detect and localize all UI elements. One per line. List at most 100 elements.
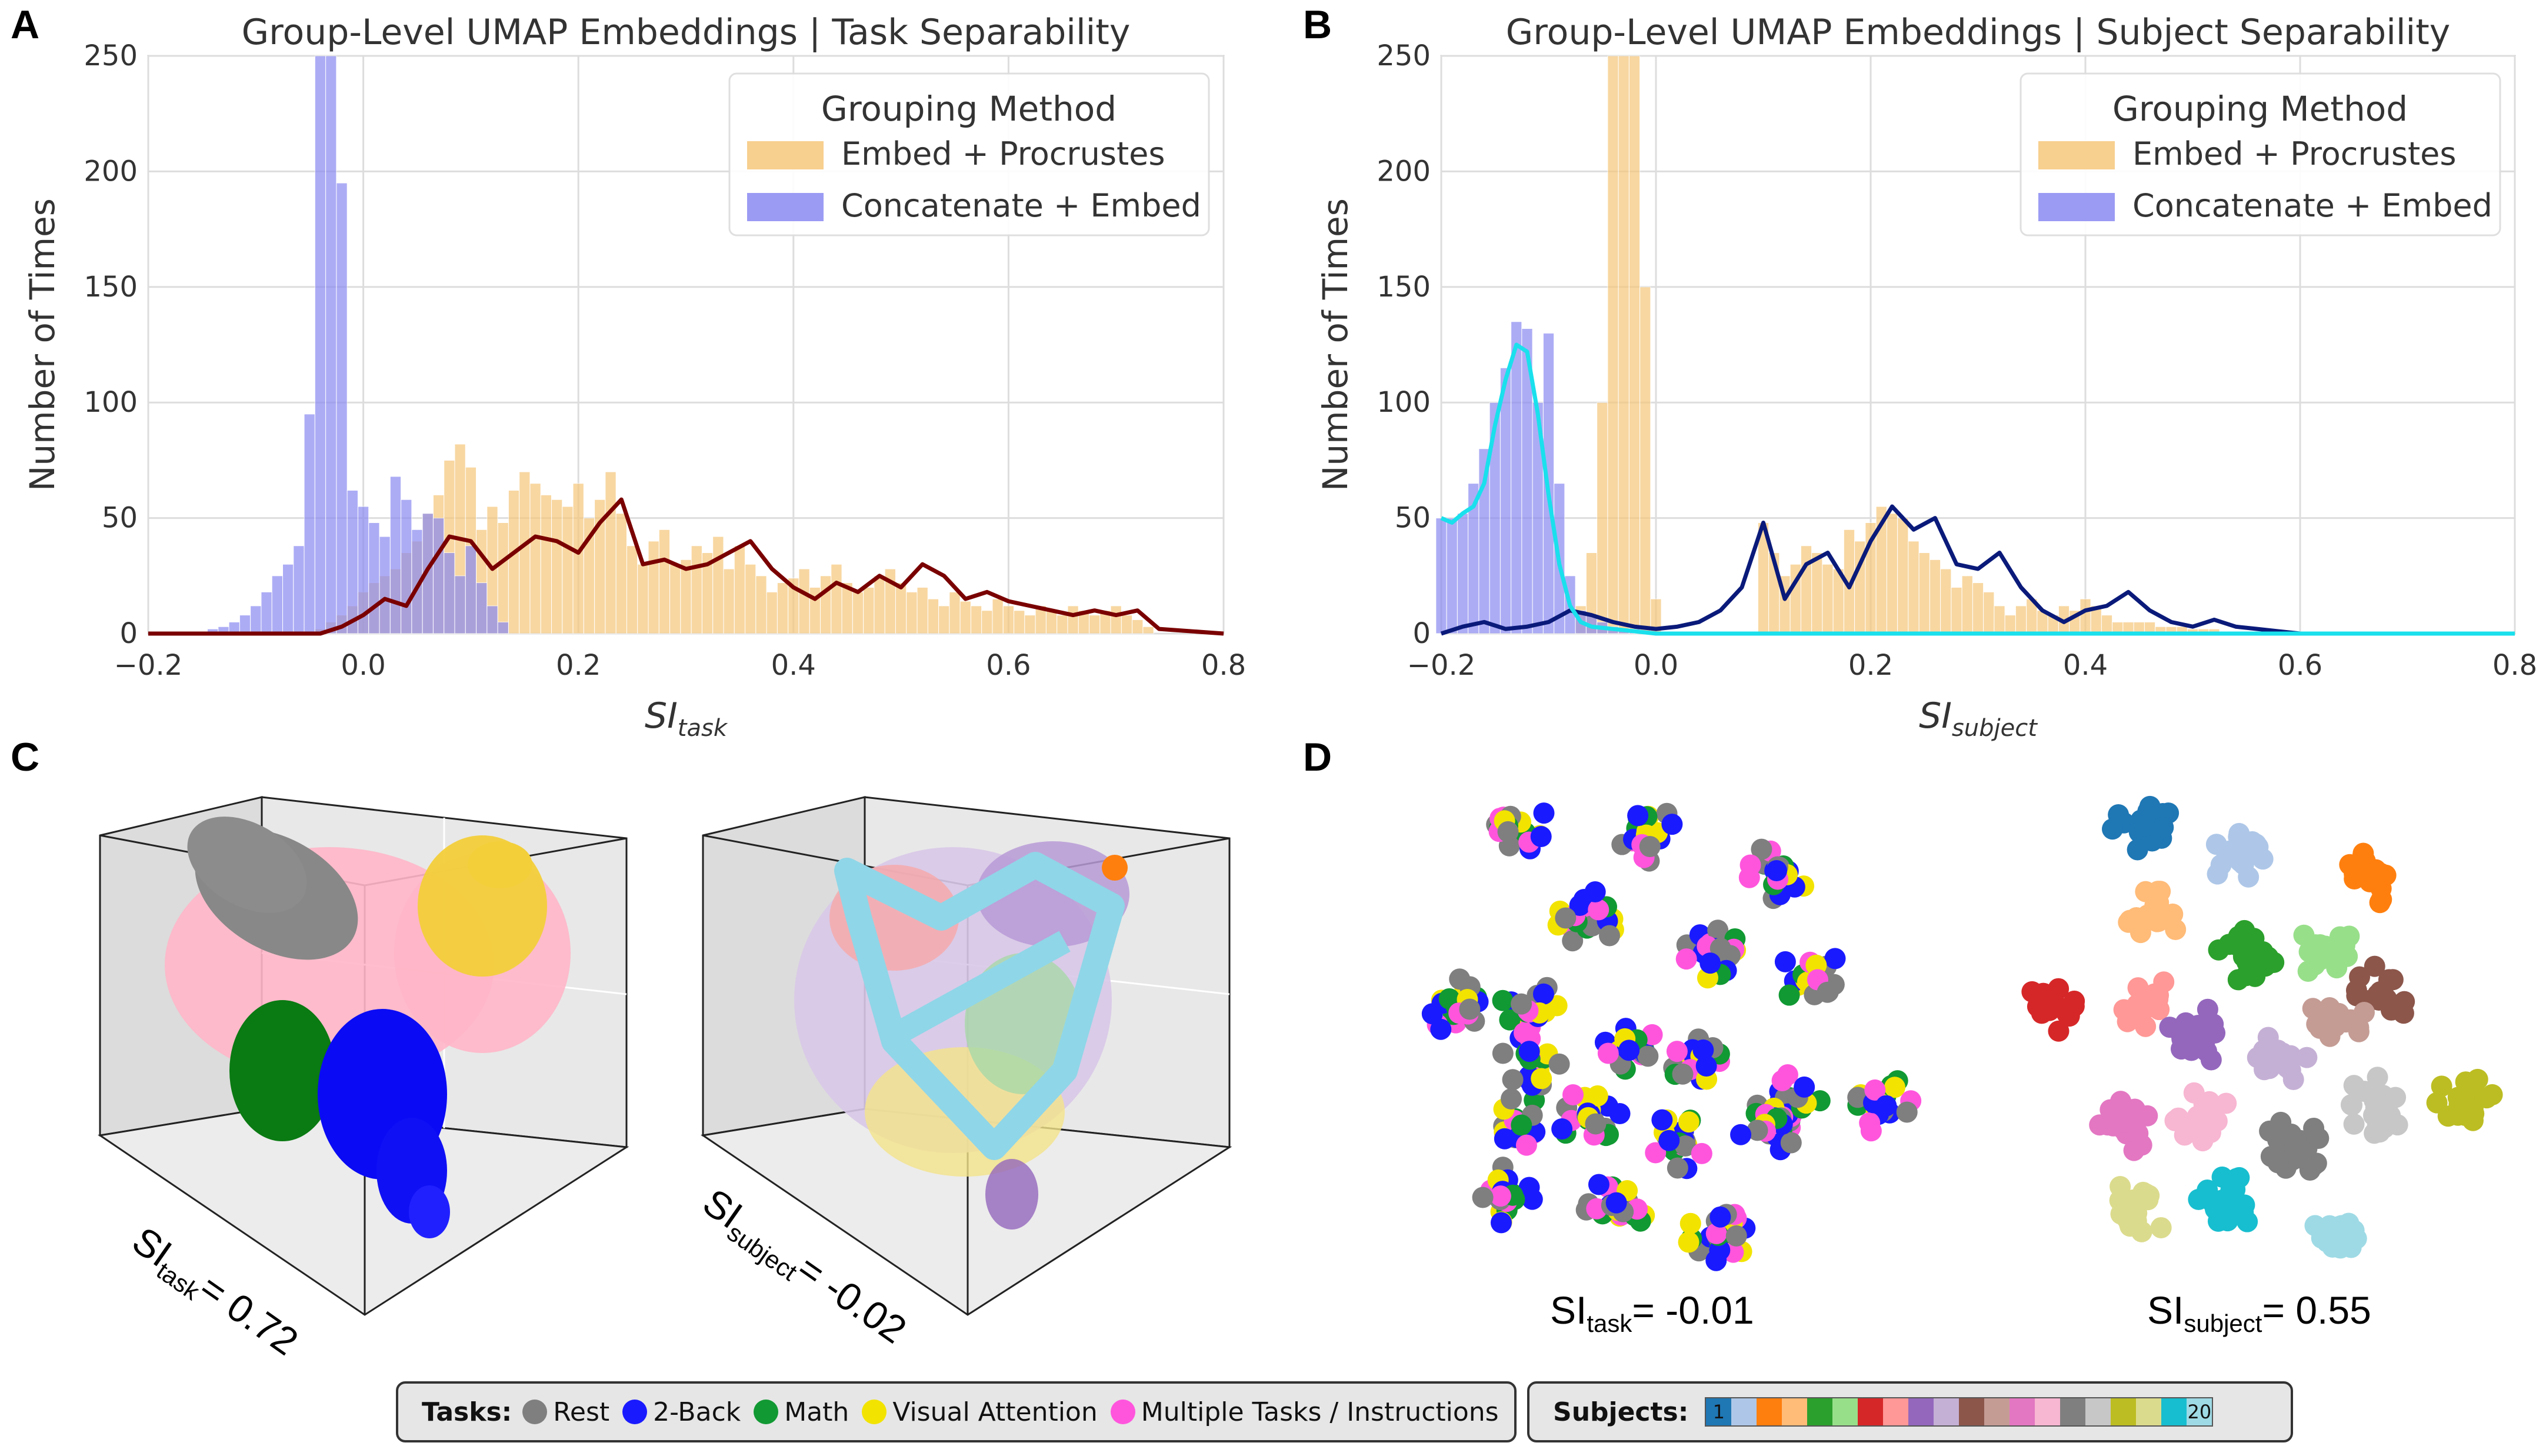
mixed-cluster — [1611, 802, 1683, 872]
cluster-point — [2148, 902, 2170, 924]
legend-item-visual-attention: Visual Attention — [862, 1397, 1098, 1427]
histogram-bar — [476, 582, 488, 634]
histogram-bar — [239, 615, 251, 634]
cluster-point — [1675, 948, 1697, 970]
mixed-cluster — [1492, 977, 1568, 1049]
cluster-point — [2302, 998, 2324, 1019]
cluster-point — [1725, 1225, 1747, 1247]
histogram-bar — [1132, 619, 1144, 634]
cluster-point — [1774, 951, 1796, 972]
cluster-point — [2135, 1015, 2157, 1037]
histogram-bar — [658, 529, 671, 634]
y-tick-label: 100 — [1377, 386, 1431, 419]
cluster-point — [1751, 838, 1772, 860]
cluster-point — [2205, 834, 2227, 855]
subject-swatch — [1832, 1398, 1858, 1425]
subject-swatch — [2136, 1398, 2162, 1425]
cluster-point — [2127, 839, 2148, 861]
histogram-bar — [1886, 513, 1898, 634]
kde-line — [1440, 342, 2515, 636]
cube-task — [98, 796, 629, 1316]
cluster-point — [1555, 907, 1577, 929]
cube-subject — [701, 796, 1232, 1316]
cluster-point — [1531, 1068, 1552, 1089]
histogram-bar — [1057, 615, 1068, 634]
cluster-point — [2056, 1003, 2078, 1025]
panel-letter-d: D — [1303, 735, 1332, 779]
histogram-bar — [1457, 513, 1469, 634]
mixed-cluster — [1493, 1088, 1546, 1156]
cluster-point — [1497, 821, 1519, 842]
mixed-cluster — [1551, 1084, 1631, 1147]
cluster-point — [2364, 955, 2385, 977]
histogram-bar — [766, 591, 778, 634]
histogram-bar — [325, 55, 337, 634]
histogram-bar — [723, 568, 735, 634]
subject-swatch — [2085, 1398, 2111, 1425]
subject-swatch: 20 — [2187, 1398, 2212, 1425]
cluster-point — [1672, 1063, 1694, 1085]
cluster-point — [2150, 1217, 2172, 1238]
mixed-cluster — [1738, 838, 1815, 909]
histogram-bar — [895, 582, 907, 634]
cluster-point — [1766, 860, 1788, 882]
x-tick-label: −0.2 — [1407, 649, 1476, 682]
cluster-point — [1430, 1018, 1452, 1040]
legend-box — [728, 72, 1210, 236]
cluster-point — [2369, 1121, 2391, 1143]
cluster-point — [1511, 993, 1532, 1015]
cluster-point — [1472, 1187, 1494, 1208]
histogram-bar — [1639, 286, 1651, 634]
x-tick-label: 0.2 — [1848, 649, 1893, 682]
x-tick-label: 0.4 — [771, 649, 816, 682]
cluster-point — [1518, 1041, 1540, 1062]
subject-clusters — [2021, 795, 2503, 1259]
histogram-bar — [1918, 552, 1930, 634]
cluster-point — [2344, 868, 2365, 889]
cluster-point — [1695, 1055, 1717, 1077]
legend-title: Grouping Method — [821, 89, 1117, 129]
cluster-point — [1492, 989, 1514, 1011]
y-tick-label: 50 — [102, 502, 138, 535]
panel-letter-a: A — [11, 2, 39, 47]
x-tick-label: −0.2 — [114, 649, 183, 682]
cluster-point — [2367, 1098, 2389, 1120]
histogram-bar — [1618, 55, 1629, 634]
subject-cluster — [2164, 1082, 2237, 1152]
histogram-bar — [820, 575, 832, 634]
histogram-bar — [2004, 615, 2016, 634]
legend-dot — [622, 1400, 648, 1424]
histogram-bar — [712, 536, 724, 634]
legend-label: Concatenate + Embed — [841, 187, 1201, 224]
subject-cluster — [2021, 978, 2085, 1042]
subject-swatch — [1782, 1398, 1808, 1425]
cluster-point — [1489, 1185, 1511, 1207]
subject-swatch — [1858, 1398, 1884, 1425]
x-tick-label: 0.0 — [1634, 649, 1678, 682]
subject-cluster — [2118, 881, 2187, 944]
cluster-point — [1637, 1045, 1659, 1067]
cluster-point — [2238, 866, 2260, 888]
cluster-point — [1562, 1084, 1584, 1105]
cluster-point — [1651, 1109, 1673, 1131]
cluster-point — [1661, 814, 1683, 835]
cluster-point — [1562, 930, 1584, 952]
cluster-point — [1824, 948, 1846, 969]
histogram-bar — [271, 575, 284, 634]
histogram-bar — [1951, 587, 1962, 634]
subject-swatch — [1757, 1398, 1782, 1425]
cluster-point — [2222, 844, 2244, 866]
legend-swatch — [2038, 141, 2115, 169]
histogram-bar — [540, 494, 552, 634]
histogram-bar — [1110, 605, 1122, 634]
cluster-point — [2349, 966, 2371, 988]
cluster-point — [2178, 1118, 2200, 1140]
cluster-point — [1588, 899, 1609, 921]
x-tick-label: 0.2 — [556, 649, 601, 682]
subjects-legend: Subjects: 1 20 — [1527, 1381, 2293, 1442]
cluster-point — [1678, 1231, 1699, 1253]
cluster-point — [2284, 1138, 2305, 1160]
cluster-point — [1502, 1069, 1524, 1091]
histogram-bar — [336, 182, 348, 634]
histogram-bar — [745, 564, 757, 634]
